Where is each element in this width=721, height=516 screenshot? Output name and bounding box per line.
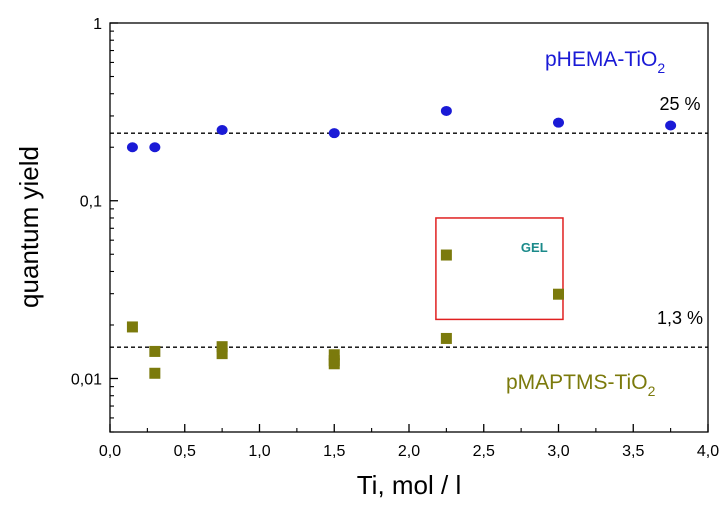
data-point-square	[553, 288, 564, 300]
annotation-box	[435, 217, 564, 321]
y-axis-ticks: 0,01 0,1 1	[71, 16, 118, 433]
data-point-circle	[665, 120, 677, 131]
reference-lines: 25 % 1,3 %	[110, 94, 708, 348]
data-point-circle	[149, 142, 161, 153]
series-label-main: pHEMA-TiO	[545, 48, 657, 71]
y-tick-label: 0,1	[80, 194, 102, 211]
x-tick-label: 1,0	[248, 443, 270, 460]
series-label-subscript: 2	[648, 383, 656, 399]
data-points	[126, 105, 677, 379]
reference-line-label: 1,3 %	[657, 308, 703, 328]
data-point-square	[328, 349, 340, 361]
x-tick-label: 1,5	[323, 443, 345, 460]
reference-line-label: 25 %	[659, 94, 700, 114]
x-axis-ticks: 0,0 0,5 1,0 1,5 2,0 2,5 3,0 3,5 4,0	[99, 424, 719, 460]
x-tick-label: 3,5	[622, 443, 644, 460]
data-point-square	[216, 348, 228, 360]
annotation-label: GEL	[521, 240, 548, 255]
data-point-square	[440, 249, 452, 261]
data-point-square	[149, 345, 161, 357]
series-label-subscript: 2	[657, 60, 665, 76]
series-label: pHEMA-TiO2	[545, 48, 665, 76]
annotation-layer: GEL	[435, 217, 564, 321]
data-point-square	[126, 321, 138, 333]
data-point-square	[328, 358, 340, 370]
x-tick-label: 3,0	[547, 443, 569, 460]
data-point-square	[149, 367, 161, 379]
x-tick-label: 0,0	[99, 443, 121, 460]
data-point-circle	[216, 125, 228, 136]
x-tick-label: 4,0	[697, 443, 719, 460]
y-tick-label: 0,01	[71, 371, 102, 388]
data-point-square	[440, 332, 452, 344]
y-tick-label: 1	[93, 16, 102, 33]
data-point-circle	[553, 117, 564, 128]
x-axis-title: Ti, mol / l	[357, 470, 461, 500]
x-tick-label: 2,5	[473, 443, 495, 460]
data-point-square	[216, 341, 228, 353]
series-label-main: pMAPTMS-TiO	[506, 371, 648, 394]
data-point-circle	[328, 128, 340, 139]
data-point-circle	[126, 142, 138, 153]
x-tick-label: 0,5	[174, 443, 196, 460]
series-label: pMAPTMS-TiO2	[506, 371, 656, 399]
y-axis-title: quantum yield	[14, 146, 44, 308]
x-tick-label: 2,0	[398, 443, 420, 460]
data-point-circle	[440, 105, 452, 116]
